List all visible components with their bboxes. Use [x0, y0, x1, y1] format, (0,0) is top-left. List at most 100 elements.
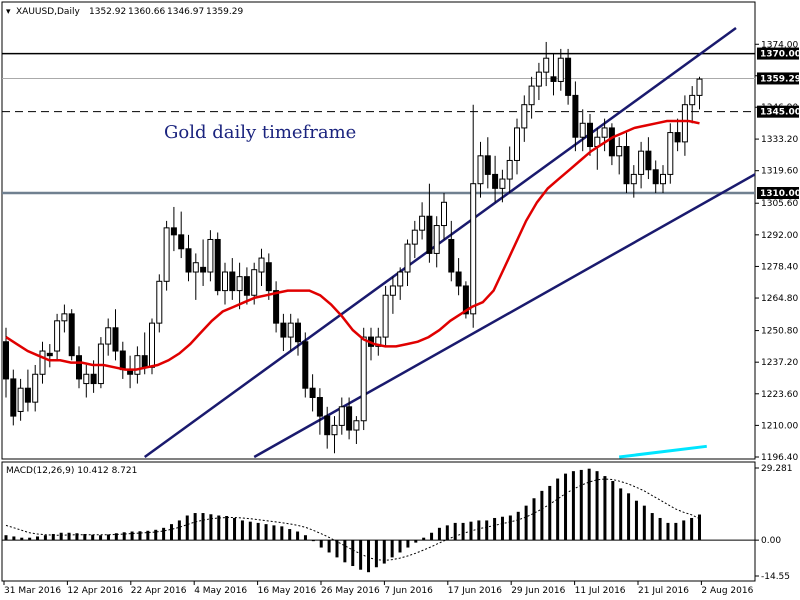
time-tick-label: 22 Apr 2016: [131, 586, 187, 596]
candle-body: [382, 294, 389, 338]
macd-bar: [422, 537, 426, 541]
time-tick-label: 26 May 2016: [321, 586, 380, 596]
time-tick-label: 29 Jun 2016: [511, 586, 565, 596]
candle-body: [426, 215, 433, 254]
candle: [229, 258, 236, 300]
candle-body: [309, 387, 316, 399]
candle: [32, 364, 39, 412]
candle-body: [119, 350, 126, 371]
macd-bar: [532, 498, 536, 541]
candle: [346, 397, 353, 440]
macd-bar: [564, 473, 568, 541]
candle: [309, 374, 316, 412]
candle-body: [397, 271, 404, 287]
macd-bar: [650, 513, 654, 541]
candle-body: [696, 78, 703, 96]
macd-bar: [193, 513, 197, 541]
price-tick-label: 1223.60: [761, 390, 798, 400]
time-tick-label: 31 Mar 2016: [4, 586, 61, 596]
candle-body: [681, 104, 688, 143]
candle-body: [608, 127, 615, 157]
price-tick-label: 1374.00: [761, 40, 798, 50]
candle: [324, 406, 331, 449]
level-tags: 1370.00 1359.29 1345.00 1310.00: [757, 47, 800, 199]
candle: [492, 155, 499, 203]
candle: [455, 258, 462, 296]
candle-body: [638, 150, 645, 175]
candle-body: [265, 262, 272, 292]
candle-body: [572, 94, 579, 138]
macd-bar: [311, 540, 315, 542]
candle: [112, 309, 119, 361]
candle-body: [24, 387, 31, 403]
price-tick-label: 1250.80: [761, 327, 798, 337]
macd-bar: [485, 520, 489, 541]
candle: [448, 220, 455, 282]
level-tag-label: 1310.00: [760, 189, 800, 199]
candle-body: [280, 322, 287, 338]
candle-body: [90, 373, 97, 385]
macd-bar: [516, 511, 520, 541]
candle-body: [287, 322, 294, 338]
macd-tick-label: -14.55: [761, 572, 790, 582]
macd-bar: [374, 540, 378, 568]
candle: [528, 76, 535, 119]
candle-body: [375, 336, 382, 347]
candle: [222, 262, 228, 305]
candle-body: [17, 387, 24, 412]
candle-body: [433, 225, 440, 254]
macd-bar: [67, 532, 71, 541]
candle: [521, 95, 528, 142]
candle-body: [448, 238, 455, 273]
candle: [331, 416, 338, 454]
macd-bar: [256, 522, 260, 541]
price-tick-label: 1237.20: [761, 358, 798, 368]
candle: [514, 118, 520, 175]
high-value: 1360.66: [128, 7, 165, 17]
candle: [39, 341, 46, 384]
macd-bar: [99, 535, 103, 541]
macd-bar: [75, 533, 79, 541]
time-tick-label: 4 May 2016: [194, 586, 247, 596]
candle-body: [54, 320, 61, 352]
candle: [565, 48, 572, 105]
cyan-line: [619, 444, 707, 459]
candle-body: [346, 406, 353, 431]
price-tick-label: 1333.20: [761, 135, 798, 145]
level-tag-label: 1370.00: [760, 50, 800, 60]
candle: [587, 113, 593, 156]
price-tick-label: 1210.00: [761, 421, 798, 431]
macd-bar: [106, 534, 110, 541]
price-tick-label: 1196.40: [761, 453, 798, 463]
candle-body: [499, 178, 506, 189]
candle-body: [470, 183, 477, 315]
macd-bar: [185, 515, 189, 541]
price-tick-label: 1305.60: [761, 199, 798, 209]
macd-bar: [327, 540, 331, 553]
candle: [579, 109, 586, 152]
macd-bar: [201, 513, 205, 541]
candle-body: [46, 352, 53, 357]
candle-body: [353, 420, 360, 431]
candle: [200, 239, 207, 286]
time-tick-label: 16 May 2016: [258, 586, 317, 596]
macd-bar: [4, 535, 8, 541]
trend-channel: [143, 26, 755, 459]
time-tick-label: 21 Jul 2016: [638, 586, 689, 596]
candle-body: [514, 127, 520, 161]
candle: [214, 232, 221, 296]
moving-average-line: [5, 119, 700, 371]
macd-bar: [406, 540, 410, 548]
macd-panel-frame: [1, 461, 756, 582]
candle: [243, 267, 250, 305]
candle-body: [76, 355, 82, 380]
candle: [499, 169, 506, 203]
candle: [426, 183, 433, 263]
candle: [24, 369, 31, 412]
candle-body: [557, 57, 564, 82]
time-tick-label: 7 Jun 2016: [384, 586, 433, 596]
candle: [338, 397, 345, 435]
macd-bar: [382, 540, 386, 564]
macd-bar: [240, 520, 244, 541]
